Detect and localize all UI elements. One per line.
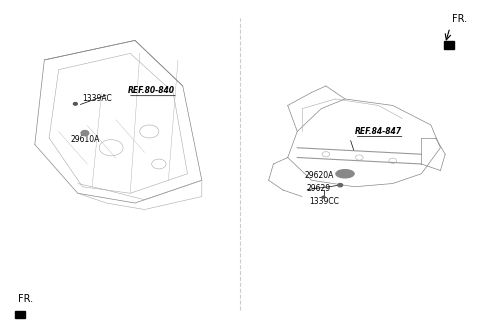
Ellipse shape [336, 170, 354, 178]
Bar [444, 41, 454, 49]
Text: 29629: 29629 [307, 184, 331, 193]
Text: 29610A: 29610A [71, 135, 100, 144]
Bar [15, 311, 25, 318]
Circle shape [322, 196, 325, 198]
Text: FR.: FR. [452, 14, 468, 24]
Circle shape [338, 183, 343, 187]
Text: REF.80-840: REF.80-840 [128, 86, 175, 95]
Circle shape [73, 103, 77, 105]
Text: 1339CC: 1339CC [309, 197, 339, 206]
Text: 1339AC: 1339AC [83, 94, 112, 103]
Text: FR.: FR. [18, 294, 33, 304]
Circle shape [81, 131, 89, 136]
Text: REF.84-847: REF.84-847 [355, 127, 402, 136]
Text: 29620A: 29620A [304, 171, 334, 180]
